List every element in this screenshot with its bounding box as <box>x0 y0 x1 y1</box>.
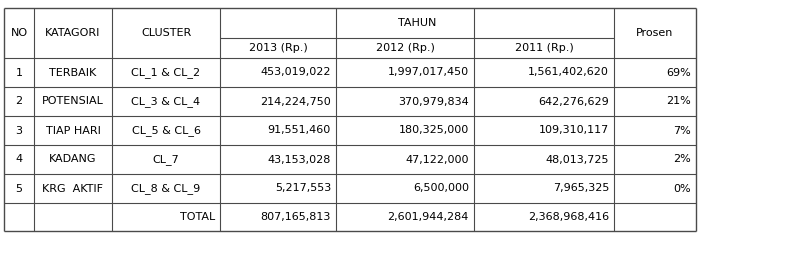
Text: 69%: 69% <box>666 68 691 77</box>
Text: 2%: 2% <box>673 155 691 165</box>
Text: 2012 (Rp.): 2012 (Rp.) <box>375 43 435 53</box>
Text: 48,013,725: 48,013,725 <box>545 155 609 165</box>
Text: 91,551,460: 91,551,460 <box>268 125 331 135</box>
Text: TOTAL: TOTAL <box>180 212 215 222</box>
Text: CL_8 & CL_9: CL_8 & CL_9 <box>132 183 200 194</box>
Text: 370,979,834: 370,979,834 <box>399 96 469 107</box>
Text: 4: 4 <box>15 155 22 165</box>
Text: KADANG: KADANG <box>49 155 97 165</box>
Text: CLUSTER: CLUSTER <box>141 28 191 38</box>
Text: 3: 3 <box>15 125 22 135</box>
Text: TAHUN: TAHUN <box>398 18 436 28</box>
Text: Prosen: Prosen <box>636 28 674 38</box>
Text: 109,310,117: 109,310,117 <box>539 125 609 135</box>
Text: 2: 2 <box>15 96 22 107</box>
Text: KATAGORI: KATAGORI <box>45 28 101 38</box>
Text: 1,561,402,620: 1,561,402,620 <box>529 68 609 77</box>
Text: CL_5 & CL_6: CL_5 & CL_6 <box>132 125 200 136</box>
Text: NO: NO <box>10 28 27 38</box>
Text: 642,276,629: 642,276,629 <box>538 96 609 107</box>
Text: POTENSIAL: POTENSIAL <box>42 96 104 107</box>
Text: CL_1 & CL_2: CL_1 & CL_2 <box>132 67 200 78</box>
Text: 21%: 21% <box>666 96 691 107</box>
Text: 2,368,968,416: 2,368,968,416 <box>528 212 609 222</box>
Text: TERBAIK: TERBAIK <box>50 68 96 77</box>
Text: TIAP HARI: TIAP HARI <box>46 125 100 135</box>
Text: 7%: 7% <box>673 125 691 135</box>
Text: 2011 (Rp.): 2011 (Rp.) <box>515 43 573 53</box>
Text: 1,997,017,450: 1,997,017,450 <box>388 68 469 77</box>
Text: 47,122,000: 47,122,000 <box>406 155 469 165</box>
Text: 5,217,553: 5,217,553 <box>275 183 331 194</box>
Text: 0%: 0% <box>674 183 691 194</box>
Text: 7,965,325: 7,965,325 <box>553 183 609 194</box>
Text: 214,224,750: 214,224,750 <box>261 96 331 107</box>
Text: 1: 1 <box>15 68 22 77</box>
Text: CL_7: CL_7 <box>152 154 180 165</box>
Text: 2013 (Rp.): 2013 (Rp.) <box>249 43 307 53</box>
Text: 2,601,944,284: 2,601,944,284 <box>387 212 469 222</box>
Text: 807,165,813: 807,165,813 <box>261 212 331 222</box>
Text: CL_3 & CL_4: CL_3 & CL_4 <box>132 96 200 107</box>
Text: 6,500,000: 6,500,000 <box>413 183 469 194</box>
Text: 5: 5 <box>15 183 22 194</box>
Text: 453,019,022: 453,019,022 <box>261 68 331 77</box>
Text: 180,325,000: 180,325,000 <box>399 125 469 135</box>
Text: 43,153,028: 43,153,028 <box>268 155 331 165</box>
Text: KRG  AKTIF: KRG AKTIF <box>43 183 103 194</box>
